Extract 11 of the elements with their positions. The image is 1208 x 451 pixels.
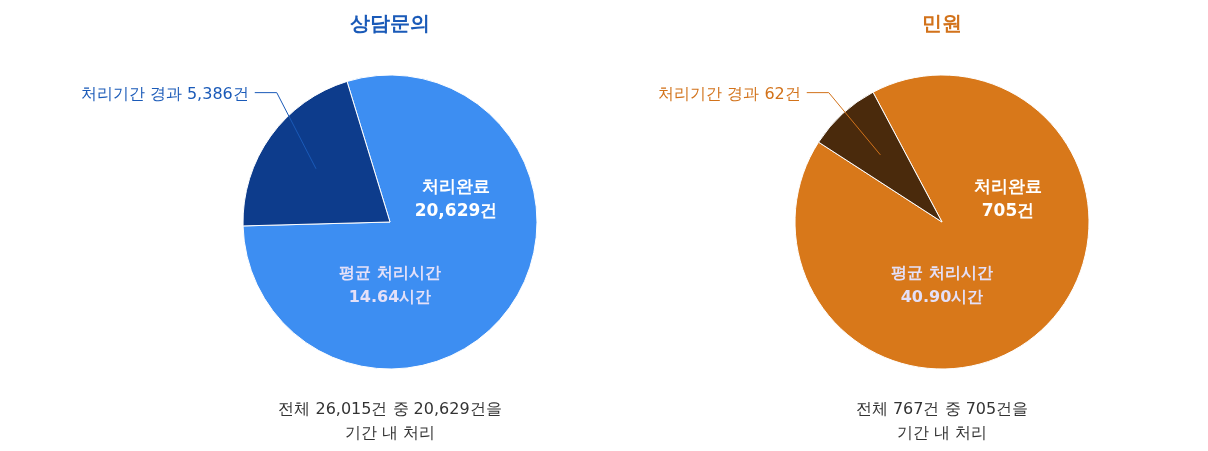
slice-label: 처리완료 20,629건 <box>414 176 498 220</box>
text: 전체 26,015건 중 20,629건을 기간 내 처리 <box>278 399 502 442</box>
slice-label: 처리기간 경과 62건 <box>658 83 801 103</box>
chart-title: 민원 <box>922 11 962 35</box>
slice-label: 처리기간 경과 5,386건 <box>80 83 249 103</box>
text: 평균 처리시간 40.90시간 <box>891 263 993 306</box>
slice-label: 처리완료 705건 <box>974 176 1042 220</box>
text: 전체 767건 중 705건을 기간 내 처리 <box>855 399 1029 442</box>
pie-slice <box>818 91 943 223</box>
chart-title: 상담문의 <box>350 11 430 35</box>
text: 평균 처리시간 14.64시간 <box>339 263 441 306</box>
